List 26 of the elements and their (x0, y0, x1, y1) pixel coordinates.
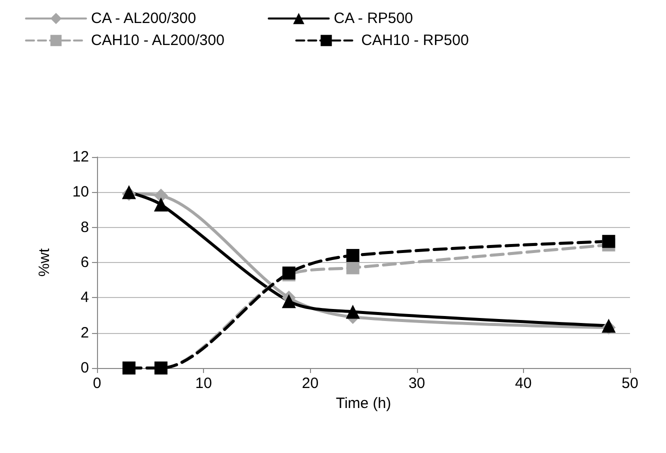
point (282, 294, 296, 308)
x-tick-label: 40 (515, 375, 532, 392)
y-axis-title: %wt (36, 248, 53, 277)
legend-label: CAH10 - RP500 (361, 32, 469, 49)
point (346, 261, 360, 274)
y-tick-label: 12 (72, 148, 89, 166)
x-tick-label: 50 (622, 375, 638, 392)
x-axis-title: Time (h) (336, 395, 392, 412)
y-tick-label: 10 (72, 184, 89, 201)
x-tick-label: 0 (92, 375, 102, 392)
y-tick-label: 0 (80, 360, 89, 376)
point (602, 234, 616, 248)
y-tick-label: 6 (80, 254, 89, 271)
point (154, 188, 168, 203)
point (346, 248, 360, 262)
y-tick-label: 8 (80, 218, 89, 236)
x-tick-label: 20 (302, 375, 319, 392)
y-tick-label: 4 (80, 289, 89, 306)
legend-label: CA - AL200/300 (91, 10, 196, 27)
legend-label: CAH10 - AL200/300 (91, 32, 224, 49)
x-tick-label: 10 (195, 375, 212, 392)
y-tick-label: 2 (80, 324, 89, 342)
point (154, 197, 168, 212)
point (346, 304, 360, 319)
legend-label: CA - RP500 (334, 10, 413, 27)
x-tick-label: 30 (408, 375, 426, 392)
